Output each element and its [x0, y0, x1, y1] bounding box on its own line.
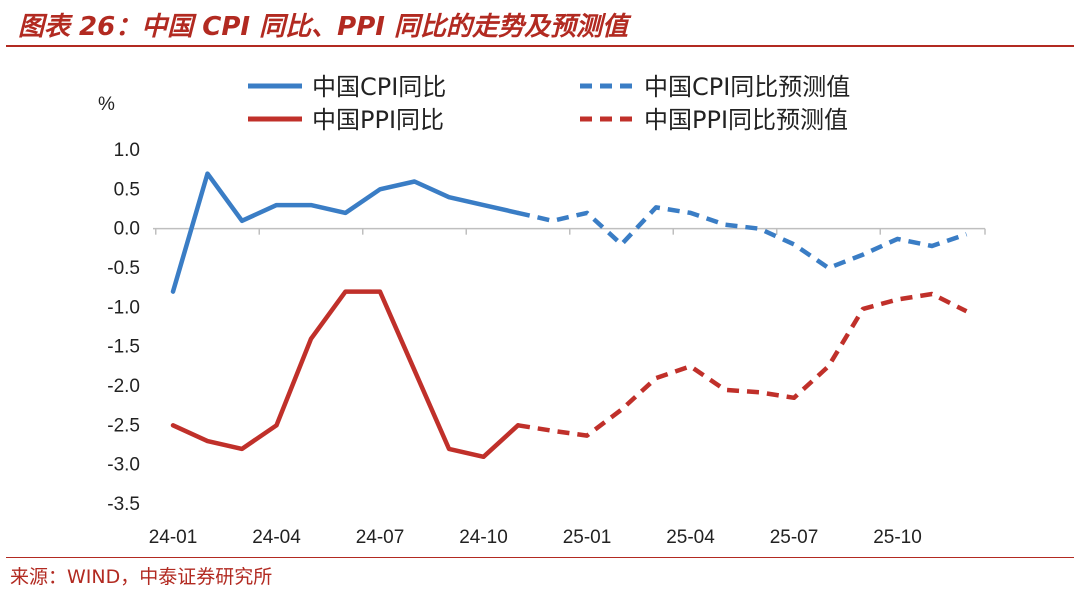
- y-tick-label: -1.5: [107, 337, 140, 358]
- y-tick-label: -0.5: [107, 258, 140, 279]
- series-line-1: [517, 205, 968, 271]
- legend-label-ppi-forecast: 中国PPI同比预测值: [644, 106, 848, 134]
- y-axis-unit: %: [98, 94, 115, 115]
- x-tick-label: 24-04: [252, 527, 301, 548]
- x-tick-label: 25-07: [770, 527, 819, 548]
- y-tick-label: -3.0: [107, 455, 140, 476]
- y-axis: 1.0 0.5 0.0 -0.5 -1.0 -1.5 -2.0 -2.5 -3.0 -3.5: [107, 140, 140, 515]
- y-tick-label: -2.5: [107, 415, 140, 436]
- y-tick-label: 1.0: [114, 140, 140, 161]
- x-tick-label: 24-07: [356, 527, 405, 548]
- y-tick-label: 0.5: [114, 179, 140, 200]
- x-tick-label: 24-10: [459, 527, 508, 548]
- y-tick-label: -3.5: [107, 494, 140, 515]
- figure-title: 图表 26：中国 CPI 同比、PPI 同比的走势及预测值: [18, 12, 628, 42]
- series-line-3: [517, 291, 968, 438]
- title-divider: [6, 45, 1074, 47]
- chart-legend: 中国CPI同比 中国CPI同比预测值 中国PPI同比 中国PPI同比预测值: [248, 73, 850, 134]
- x-tick-label: 25-01: [563, 527, 612, 548]
- y-tick-label: 0.0: [114, 219, 140, 240]
- legend-label-cpi-forecast: 中国CPI同比预测值: [644, 73, 850, 101]
- legend-label-cpi: 中国CPI同比: [312, 73, 446, 101]
- y-tick-label: -1.0: [107, 297, 140, 318]
- series-line-2: [170, 289, 521, 460]
- legend-label-ppi: 中国PPI同比: [312, 106, 444, 134]
- y-tick-label: -2.0: [107, 376, 140, 397]
- series-layer: [170, 171, 968, 460]
- x-axis: 24-01 24-04 24-07 24-10 25-01 25-04 25-07 25-10: [149, 227, 986, 548]
- x-tick-label: 25-04: [666, 527, 715, 548]
- x-tick-label: 25-10: [873, 527, 922, 548]
- source-divider: [6, 557, 1074, 558]
- x-tick-label: 24-01: [149, 527, 198, 548]
- figure-source: 来源：WIND，中泰证券研究所: [10, 566, 273, 588]
- series-line-0: [170, 171, 521, 294]
